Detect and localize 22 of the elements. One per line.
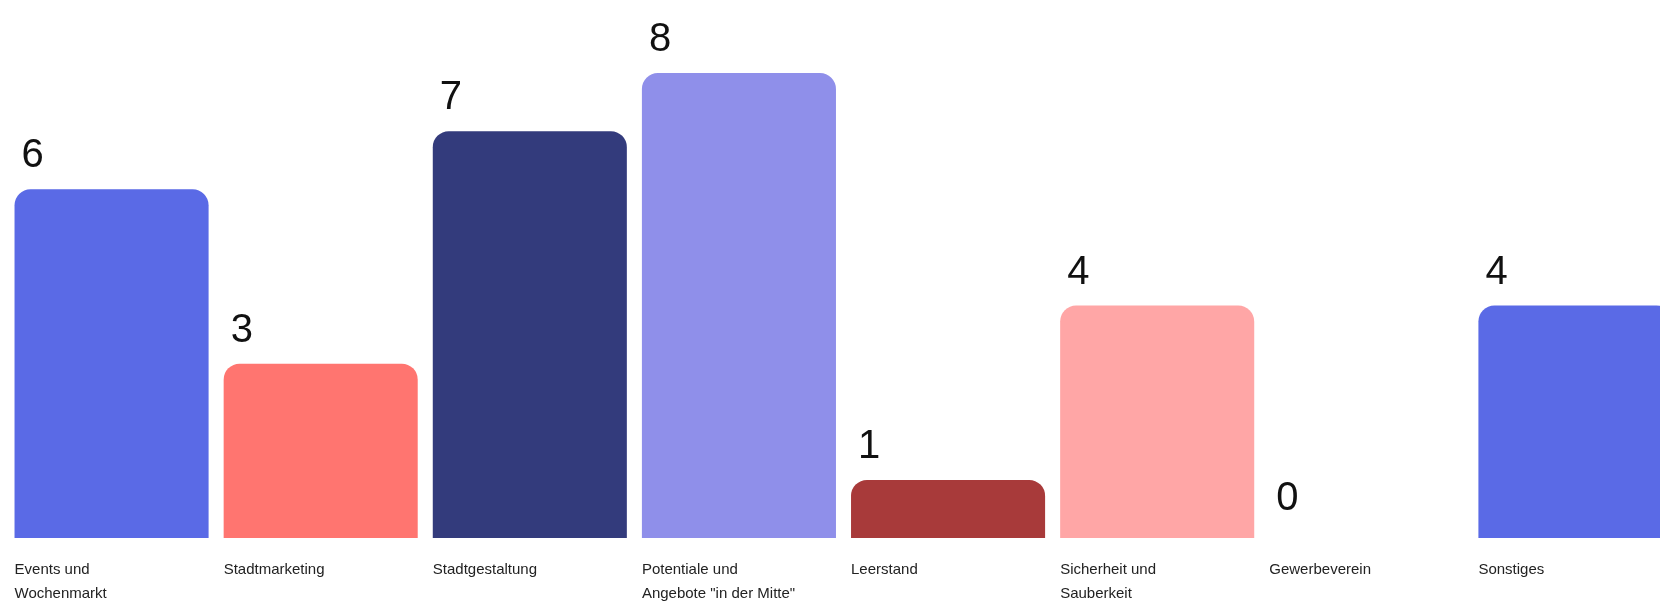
- bar: [432, 131, 627, 538]
- bar: [1060, 305, 1255, 538]
- data-label: 6: [21, 131, 44, 176]
- x-tick-label: Events und Wochenmarkt: [14, 560, 108, 601]
- data-label: 1: [858, 421, 881, 466]
- bar: [14, 189, 209, 538]
- x-tick-label: Stadtgestaltung: [432, 560, 538, 578]
- x-tick-label: Gewerbeverein: [1269, 560, 1371, 578]
- x-tick-label: Sonstiges: [1478, 560, 1545, 578]
- data-label: 7: [439, 73, 463, 118]
- data-label: 4: [1485, 247, 1508, 292]
- bar: [223, 363, 418, 538]
- data-label: 4: [1067, 247, 1090, 292]
- x-tick-label: Potentiale und Angebote "in der Mitte": [641, 560, 796, 601]
- bar: [641, 73, 836, 538]
- bar: [851, 479, 1046, 538]
- x-tick-label: Stadtmarketing: [223, 560, 325, 578]
- data-label: 3: [230, 305, 253, 350]
- x-tick-label: Leerstand: [851, 560, 918, 578]
- x-tick-label: Sicherheit und Sauberkeit: [1060, 560, 1157, 601]
- data-label: 0: [1276, 474, 1299, 518]
- data-label: 8: [648, 15, 672, 59]
